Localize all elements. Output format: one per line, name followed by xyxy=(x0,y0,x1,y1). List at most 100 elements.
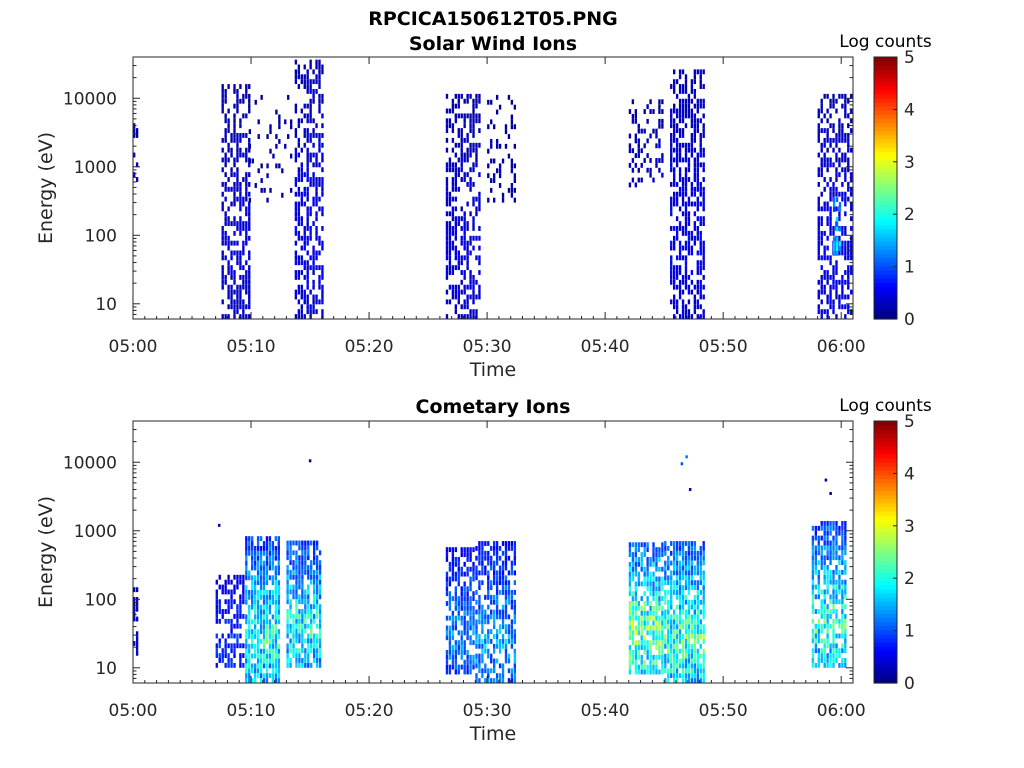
spectrogram-cell xyxy=(684,191,688,197)
colorbar-step xyxy=(874,543,897,549)
spectrogram-cell xyxy=(303,245,306,251)
spectrogram-cell xyxy=(670,570,673,576)
spectrogram-cell xyxy=(687,580,691,586)
spectrogram-cell xyxy=(696,590,699,595)
spectrogram-cell xyxy=(699,570,702,576)
spectrogram-cell xyxy=(469,128,472,134)
spectrogram-cell xyxy=(256,614,260,620)
spectrogram-cell xyxy=(224,128,227,134)
spectrogram-cell xyxy=(811,569,815,575)
spectrogram-cell xyxy=(303,240,306,246)
spectrogram-cell xyxy=(310,638,313,644)
spectrogram-cell xyxy=(513,648,517,654)
colorbar-step xyxy=(874,609,897,614)
spectrogram-cell xyxy=(262,658,266,664)
spectrogram-cell xyxy=(289,648,292,654)
spectrogram-cell xyxy=(817,108,820,114)
spectrogram-cell xyxy=(297,211,301,217)
spectrogram-cell xyxy=(841,196,844,202)
spectrogram-cell xyxy=(847,157,850,163)
spectrogram-cell xyxy=(448,108,452,114)
colorbar-tick-label: 0 xyxy=(904,310,915,330)
spectrogram-cell xyxy=(309,230,312,236)
spectrogram-cell xyxy=(495,614,499,620)
spectrogram-cell xyxy=(628,148,632,154)
spectrogram-cell xyxy=(248,181,251,187)
spectrogram-cell xyxy=(286,555,289,561)
spectrogram-cell xyxy=(268,590,272,595)
spectrogram-cell xyxy=(847,250,850,256)
spectrogram-cell xyxy=(289,560,292,566)
spectrogram-cell xyxy=(675,580,679,586)
spectrogram-cell xyxy=(693,304,697,310)
spectrogram-cell xyxy=(262,585,266,591)
spectrogram-cell xyxy=(637,143,640,149)
spectrogram-cell xyxy=(498,638,502,644)
spectrogram-cell xyxy=(693,299,697,305)
spectrogram-cell xyxy=(693,309,697,315)
spectrogram-cell xyxy=(230,289,233,295)
spectrogram-cell xyxy=(460,571,463,577)
spectrogram-cell xyxy=(466,294,469,300)
spectrogram-cell xyxy=(655,640,658,646)
spectrogram-cell xyxy=(294,250,298,256)
spectrogram-cell xyxy=(513,550,517,556)
spectrogram-cell xyxy=(817,206,820,212)
spectrogram-cell xyxy=(699,230,702,236)
spectrogram-cell xyxy=(300,177,303,182)
colorbar-tick-label: 5 xyxy=(904,48,915,68)
spectrogram-cell xyxy=(451,654,455,660)
spectrogram-cell xyxy=(487,668,490,674)
spectrogram-cell xyxy=(457,299,460,305)
spectrogram-cell xyxy=(699,118,702,124)
spectrogram-cell xyxy=(309,59,312,65)
spectrogram-cell xyxy=(678,103,682,109)
spectrogram-cell xyxy=(699,98,702,104)
spectrogram-cell xyxy=(678,658,682,664)
spectrogram-cell xyxy=(286,643,289,649)
spectrogram-cell xyxy=(277,536,280,542)
spectrogram-cell xyxy=(844,560,847,566)
spectrogram-cell xyxy=(469,309,472,315)
spectrogram-cell xyxy=(670,673,673,679)
spectrogram-cell xyxy=(658,158,661,163)
spectrogram-cell xyxy=(655,659,658,665)
spectrogram-cell xyxy=(451,108,455,114)
spectrogram-cell xyxy=(466,591,469,597)
spectrogram-cell xyxy=(463,645,466,650)
spectrogram-cell xyxy=(673,84,676,89)
spectrogram-cell xyxy=(481,658,484,664)
spectrogram-cell xyxy=(693,619,697,625)
spectrogram-cell xyxy=(684,624,688,630)
colorbar-step xyxy=(874,482,897,488)
spectrogram-cell xyxy=(236,108,239,114)
spectrogram-cell xyxy=(274,536,277,542)
spectrogram-cell xyxy=(274,658,277,664)
spectrogram-cell xyxy=(236,574,239,580)
spectrogram-cell xyxy=(463,211,466,217)
spectrogram-cell xyxy=(513,663,517,669)
spectrogram-cell xyxy=(637,649,640,655)
spectrogram-cell xyxy=(271,624,275,630)
spectrogram-cell xyxy=(823,618,826,624)
spectrogram-cell xyxy=(841,604,844,610)
spectrogram-cell xyxy=(475,638,478,644)
spectrogram-cell xyxy=(850,186,853,192)
spectrogram-cell xyxy=(675,653,679,659)
spectrogram-cell xyxy=(693,74,697,80)
spectrogram-cell xyxy=(460,640,463,646)
spectrogram-cell xyxy=(811,609,815,614)
spectrogram-cell xyxy=(670,663,673,669)
spectrogram-cell xyxy=(245,555,248,561)
plot-frame xyxy=(132,56,854,320)
spectrogram-cell xyxy=(820,658,823,663)
spectrogram-cell xyxy=(312,250,315,256)
spectrogram-cell xyxy=(262,604,266,610)
spectrogram-cell xyxy=(484,663,487,669)
spectrogram-cell xyxy=(251,536,254,542)
spectrogram-cell xyxy=(472,167,475,173)
spectrogram-cell xyxy=(478,245,481,251)
spectrogram-cell xyxy=(481,570,484,576)
spectrogram-cell xyxy=(307,653,310,659)
spectrogram-cell xyxy=(637,542,640,548)
